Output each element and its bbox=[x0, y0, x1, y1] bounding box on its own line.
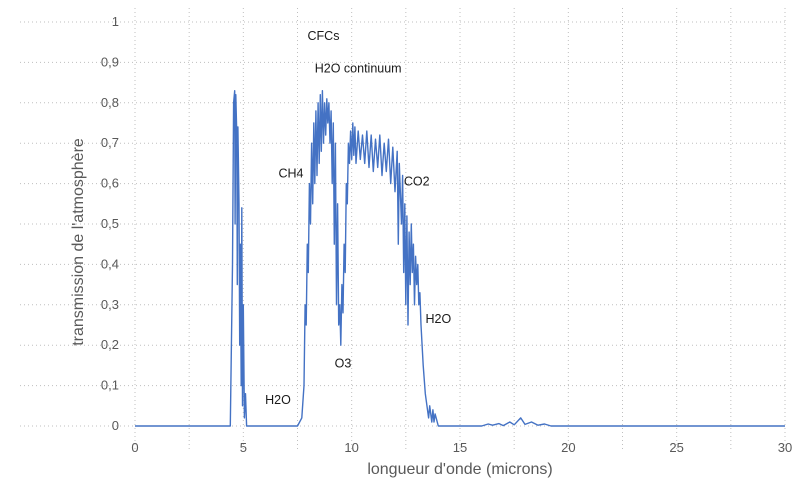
x-axis-title: longueur d'onde (microns) bbox=[367, 461, 552, 478]
annotation-label: CH4 bbox=[278, 167, 303, 181]
annotation-label: H2O bbox=[425, 312, 451, 326]
x-tick-label: 10 bbox=[344, 440, 358, 455]
x-tick-label: 20 bbox=[561, 440, 575, 455]
y-tick-label: 0,4 bbox=[101, 256, 119, 271]
x-tick-label: 15 bbox=[453, 440, 467, 455]
y-tick-label: 0,2 bbox=[101, 337, 119, 352]
annotation-layer: CFCs H2O continuum CH4 CO2 H2O O3 H2O bbox=[265, 29, 451, 407]
annotation-label: H2O bbox=[265, 393, 291, 407]
y-tick-label: 1 bbox=[112, 14, 119, 29]
transmission-series-line bbox=[135, 90, 785, 427]
annotation-label: CFCs bbox=[308, 29, 340, 43]
y-tick-label: 0,3 bbox=[101, 297, 119, 312]
y-tick-label: 0 bbox=[112, 418, 119, 433]
x-tick-label: 25 bbox=[669, 440, 683, 455]
x-tick-label: 0 bbox=[131, 440, 138, 455]
grid-layer bbox=[20, 8, 786, 450]
y-axis-title: transmission de l'atmosphère bbox=[70, 138, 87, 346]
y-tick-label: 0,7 bbox=[101, 135, 119, 150]
x-tick-label: 5 bbox=[240, 440, 247, 455]
y-tick-label: 0,1 bbox=[101, 378, 119, 393]
annotation-label: H2O continuum bbox=[315, 62, 402, 76]
axis-layer: 00,10,20,30,40,50,60,70,80,910 5 10 15 20 25 3… bbox=[101, 14, 792, 455]
y-tick-label: 0,5 bbox=[101, 216, 119, 231]
y-tick-label: 0,8 bbox=[101, 95, 119, 110]
x-tick-label: 30 bbox=[778, 440, 792, 455]
annotation-label: CO2 bbox=[404, 175, 430, 189]
y-tick-label: 0,9 bbox=[101, 54, 119, 69]
annotation-label: O3 bbox=[335, 356, 352, 370]
y-tick-label: 0,6 bbox=[101, 176, 119, 191]
